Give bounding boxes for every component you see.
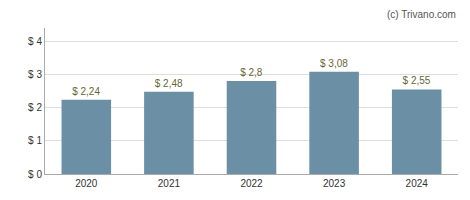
svg-text:$ 2,24: $ 2,24 (72, 86, 100, 97)
svg-text:2021: 2021 (158, 178, 181, 189)
svg-text:$ 4: $ 4 (28, 36, 42, 47)
svg-text:$ 2,55: $ 2,55 (403, 75, 431, 86)
svg-text:$ 3: $ 3 (28, 69, 42, 80)
svg-text:(c) Trivano.com: (c) Trivano.com (387, 9, 456, 20)
svg-text:$ 1: $ 1 (28, 135, 42, 146)
svg-text:2022: 2022 (240, 178, 263, 189)
svg-text:2020: 2020 (75, 178, 98, 189)
svg-text:$ 0: $ 0 (28, 169, 42, 180)
svg-text:$ 2,8: $ 2,8 (240, 67, 263, 78)
svg-text:$ 2: $ 2 (28, 102, 42, 113)
svg-text:2024: 2024 (406, 178, 429, 189)
svg-text:2023: 2023 (323, 178, 346, 189)
svg-text:$ 2,48: $ 2,48 (155, 78, 183, 89)
svg-text:$ 3,08: $ 3,08 (320, 58, 348, 69)
